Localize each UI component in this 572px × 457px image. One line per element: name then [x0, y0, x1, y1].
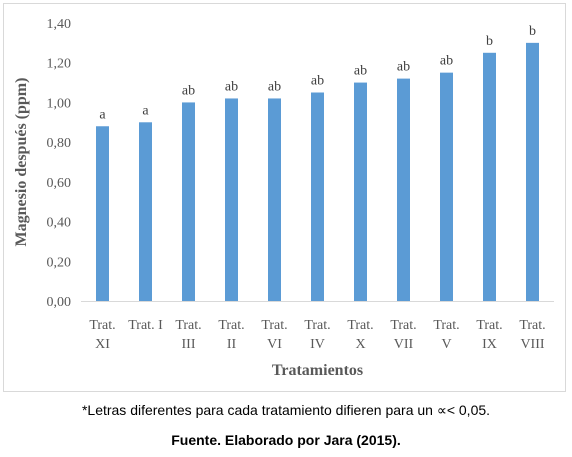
y-tick-label: 0,40 [47, 216, 72, 231]
bar [96, 126, 109, 301]
x-tick-label: Trat. [347, 318, 373, 333]
x-tick-label: VIII [520, 337, 544, 352]
y-tick-label: 0,20 [47, 255, 72, 270]
x-tick-label: Trat. [218, 318, 244, 333]
significance-letter: ab [268, 79, 281, 94]
bar [268, 98, 281, 301]
x-tick-label: Trat. [519, 318, 545, 333]
x-tick-label: IV [310, 337, 325, 352]
bar [182, 102, 195, 301]
x-tick-label: II [227, 337, 237, 352]
significance-letter: ab [311, 74, 324, 89]
x-tick-label: Trat. [261, 318, 287, 333]
bar [139, 122, 152, 302]
significance-letter: a [142, 103, 149, 118]
x-tick-label: V [441, 337, 451, 352]
x-tick-label: X [355, 337, 365, 352]
significance-letter: ab [225, 79, 238, 94]
bar-chart: 0,000,200,400,600,801,001,201,40aTrat.XI… [13, 17, 554, 379]
x-tick-label: Trat. [390, 318, 416, 333]
x-tick-label: Trat. [89, 318, 115, 333]
x-axis-title: Tratamientos [272, 362, 363, 379]
bar [440, 72, 453, 302]
significance-letter: a [99, 107, 106, 122]
bar [397, 78, 410, 301]
significance-letter: b [529, 24, 536, 39]
bar [354, 82, 367, 301]
x-tick-label: VI [267, 337, 282, 352]
y-tick-label: 0,80 [47, 136, 72, 151]
x-tick-label: Trat. I [128, 318, 163, 333]
bar [526, 42, 539, 301]
bar [311, 92, 324, 301]
source-caption: Fuente. Elaborado por Jara (2015). [171, 432, 401, 448]
x-tick-label: XI [95, 337, 110, 352]
x-tick-label: VII [394, 337, 414, 352]
x-tick-label: Trat. [476, 318, 502, 333]
x-tick-label: Trat. [304, 318, 330, 333]
x-tick-label: III [182, 337, 196, 352]
significance-note: *Letras diferentes para cada tratamiento… [81, 402, 491, 418]
y-tick-label: 1,40 [47, 17, 72, 32]
y-tick-label: 0,60 [47, 176, 72, 191]
x-tick-label: Trat. [175, 318, 201, 333]
bar [483, 52, 496, 302]
y-tick-label: 0,00 [47, 295, 72, 310]
x-tick-label: IX [482, 337, 497, 352]
significance-letter: ab [440, 54, 453, 69]
significance-letter: ab [182, 83, 195, 98]
y-axis-title: Magnesio después (ppm) [13, 78, 30, 247]
x-tick-label: Trat. [433, 318, 459, 333]
significance-letter: b [486, 34, 493, 49]
significance-letter: ab [354, 64, 367, 79]
y-tick-label: 1,20 [47, 57, 72, 72]
y-tick-label: 1,00 [47, 96, 72, 111]
bar [225, 98, 238, 301]
significance-letter: ab [397, 60, 410, 75]
